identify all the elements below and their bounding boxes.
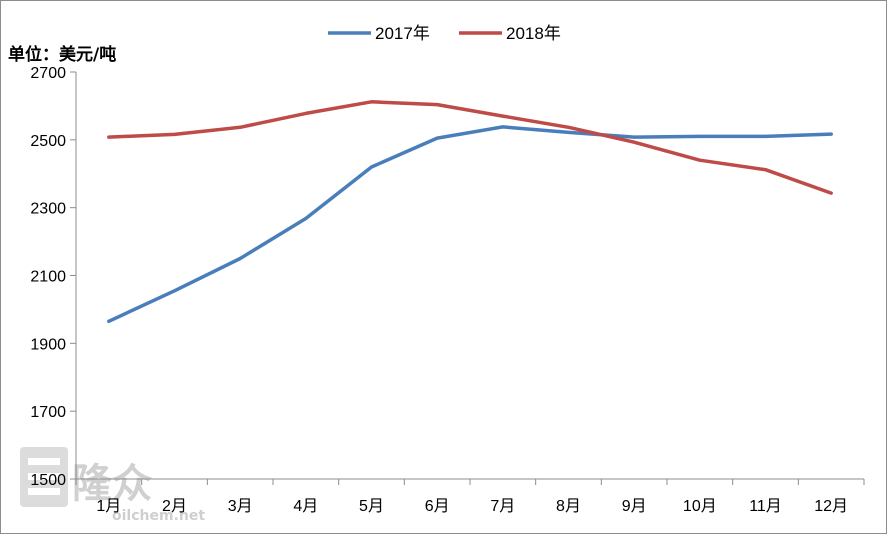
y-tick-label: 1900	[30, 336, 66, 353]
x-tick-label: 10月	[683, 498, 717, 515]
y-axis-unit-label: 单位：美元/吨	[8, 45, 117, 65]
watermark-logo: 隆众 oilchem.net	[20, 447, 205, 524]
y-tick-label: 1700	[30, 404, 66, 421]
x-tick-label: 6月	[425, 498, 450, 515]
x-tick-label: 2月	[162, 498, 187, 515]
x-tick-label: 5月	[359, 498, 384, 515]
legend: 2017年 2018年	[328, 24, 561, 43]
y-tick-label: 2500	[30, 133, 66, 150]
legend-label: 2017年	[375, 24, 430, 43]
x-tick-label: 11月	[749, 498, 782, 515]
x-tick-label: 4月	[293, 498, 318, 515]
x-tick-label: 8月	[556, 498, 581, 515]
x-tick-label: 3月	[228, 498, 253, 515]
series-line-2	[107, 100, 833, 195]
x-tick-label: 7月	[490, 498, 515, 515]
x-tick-label: 9月	[622, 498, 647, 515]
y-tick-label: 2100	[30, 269, 66, 286]
y-tick-label: 1500	[30, 472, 66, 489]
x-tick-label: 12月	[814, 498, 848, 515]
y-tick-label: 2300	[30, 201, 66, 218]
watermark-text: 隆众	[72, 461, 152, 507]
series-lines	[107, 100, 833, 324]
axes: 1500 1700 1900 2100 2300 2500 2700 1月 2月 3月 4月 5月 6月…	[30, 65, 865, 515]
logo-mark-icon	[20, 447, 68, 507]
x-tick-label: 1月	[96, 498, 121, 515]
y-tick-label: 2700	[30, 65, 66, 82]
series-line-1	[107, 125, 833, 324]
watermark-subtext: oilchem.net	[112, 508, 205, 524]
legend-label: 2018年	[506, 24, 561, 43]
